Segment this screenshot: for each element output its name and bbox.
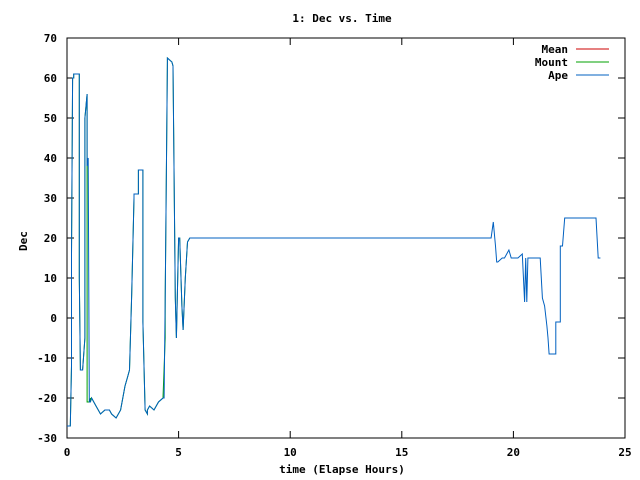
y-tick-label-5: 20 bbox=[44, 232, 57, 245]
series-line-ape bbox=[67, 56, 601, 427]
x-tick-label-0: 0 bbox=[64, 446, 71, 459]
x-axis-label: time (Elapse Hours) bbox=[279, 463, 405, 476]
chart-title: 1: Dec vs. Time bbox=[292, 12, 392, 25]
y-tick-label-3: 0 bbox=[50, 312, 57, 325]
x-tick-label-3: 15 bbox=[395, 446, 408, 459]
x-tick-label-2: 10 bbox=[284, 446, 297, 459]
y-tick-label-6: 30 bbox=[44, 192, 57, 205]
y-tick-label-9: 60 bbox=[44, 72, 57, 85]
series-lines bbox=[67, 56, 601, 427]
y-tick-label-0: -30 bbox=[37, 432, 57, 445]
legend-label-mean: Mean bbox=[542, 43, 569, 56]
y-tick-label-4: 10 bbox=[44, 272, 57, 285]
series-line-mount bbox=[67, 56, 492, 427]
x-tick-label-5: 25 bbox=[618, 446, 631, 459]
legend-label-mount: Mount bbox=[535, 56, 568, 69]
y-tick-label-1: -20 bbox=[37, 392, 57, 405]
y-tick-label-8: 50 bbox=[44, 112, 57, 125]
tick-marks: 0 5 10 15 20 25 -30 -20 -10 0 10 20 30 40 50 60 70 bbox=[37, 32, 632, 459]
legend-label-ape: Ape bbox=[548, 69, 568, 82]
y-tick-label-10: 70 bbox=[44, 32, 57, 45]
x-tick-label-1: 5 bbox=[175, 446, 182, 459]
y-tick-label-7: 40 bbox=[44, 152, 57, 165]
y-tick-label-2: -10 bbox=[37, 352, 57, 365]
x-tick-label-4: 20 bbox=[507, 446, 520, 459]
y-axis-label: Dec bbox=[17, 231, 30, 251]
